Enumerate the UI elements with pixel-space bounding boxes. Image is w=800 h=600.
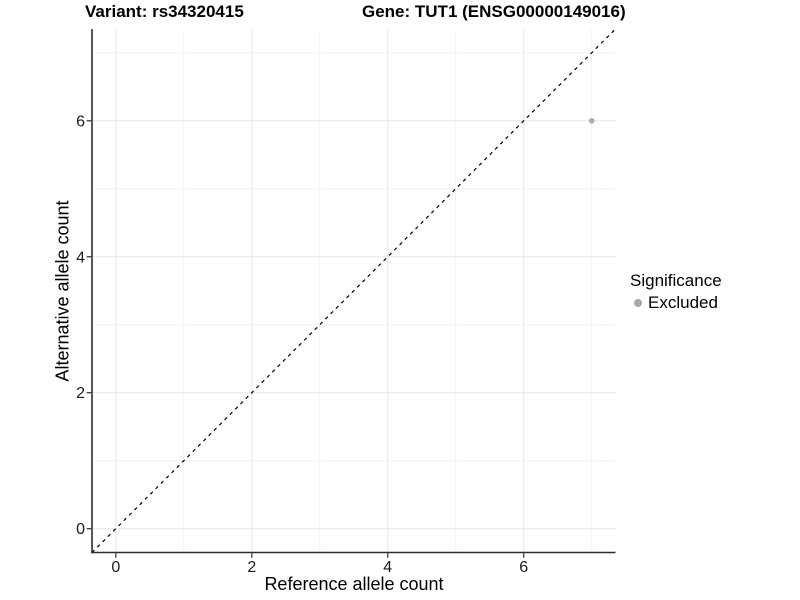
- legend-item-label: Excluded: [648, 293, 718, 312]
- y-axis-title: Alternative allele count: [52, 200, 73, 382]
- y-tick-label: 0: [76, 521, 85, 538]
- x-tick-label: 6: [519, 559, 528, 576]
- y-tick-label: 2: [76, 385, 85, 402]
- x-tick-label: 4: [383, 559, 392, 576]
- gene-title: Gene: TUT1 (ENSG00000149016): [362, 2, 626, 21]
- y-tick-label: 6: [76, 113, 85, 130]
- legend: Significance Excluded: [630, 271, 722, 313]
- x-tick-label: 0: [111, 559, 120, 576]
- legend-key-dot-icon: [634, 299, 642, 307]
- identity-line: [91, 28, 616, 553]
- legend-title: Significance: [630, 271, 722, 290]
- x-tick-label: 2: [247, 559, 256, 576]
- legend-item-excluded: Excluded: [630, 293, 722, 313]
- x-axis-title: Reference allele count: [264, 574, 444, 594]
- variant-title: Variant: rs34320415: [85, 2, 244, 21]
- y-tick-label: 4: [76, 249, 85, 266]
- data-point: [588, 117, 595, 124]
